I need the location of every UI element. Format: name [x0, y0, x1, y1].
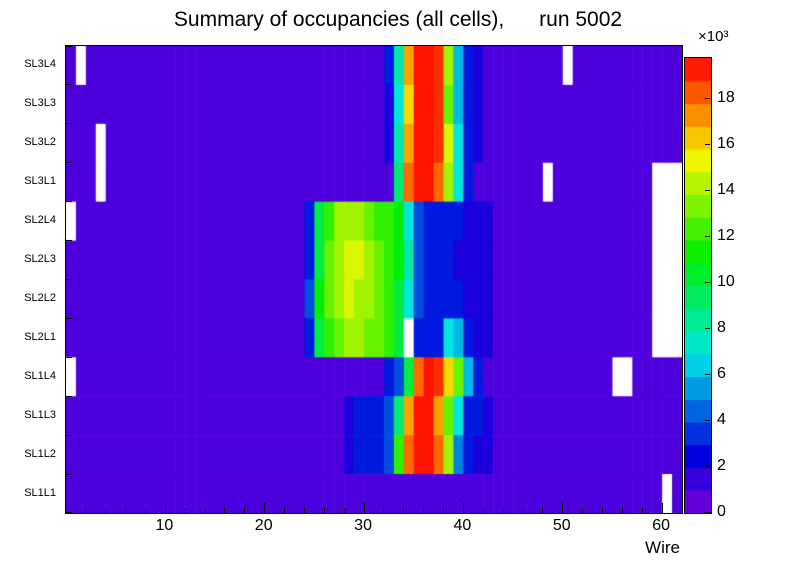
colorbar-tick-label: 10 — [717, 273, 735, 291]
colorbar-tick-label: 2 — [717, 457, 726, 475]
colorbar-tick — [705, 281, 710, 283]
x-major-tick — [562, 503, 564, 513]
x-minor-tick — [542, 508, 544, 513]
x-minor-tick — [284, 508, 286, 513]
x-axis-tick-label: 10 — [155, 517, 174, 534]
colorbar-tick — [705, 327, 710, 329]
y-axis-label: SL1L3 — [24, 408, 56, 421]
x-axis-tick-label: 60 — [652, 517, 671, 534]
y-axis-label: SL1L1 — [24, 486, 56, 499]
x-minor-tick — [423, 508, 425, 513]
x-minor-tick — [244, 508, 246, 513]
x-axis-tick-label: 30 — [354, 517, 372, 534]
y-axis-label: SL2L2 — [24, 291, 56, 304]
colorbar-tick — [705, 419, 710, 421]
y-tick — [66, 356, 72, 358]
x-major-tick — [264, 503, 266, 513]
x-major-tick — [164, 503, 166, 513]
colorbar-tick-label: 16 — [717, 135, 735, 153]
x-axis-tick-label: 40 — [453, 517, 472, 534]
y-axis-label: SL3L3 — [24, 97, 56, 110]
x-minor-tick — [125, 508, 127, 513]
x-minor-tick — [85, 508, 87, 513]
x-minor-tick — [343, 508, 345, 513]
y-tick — [66, 317, 72, 319]
y-tick — [66, 84, 72, 86]
y-tick — [66, 162, 72, 164]
x-major-tick — [462, 503, 464, 513]
chart-title: Summary of occupancies (all cells), run … — [173, 8, 623, 31]
x-minor-tick — [522, 508, 524, 513]
colorbar-tick — [705, 97, 710, 99]
x-minor-tick — [641, 508, 643, 513]
y-axis-label: SL2L1 — [24, 330, 56, 343]
x-minor-tick — [303, 508, 305, 513]
y-axis-labels: SL3L4 SL3L3 SL3L2 SL3L1 SL2L4 SL2L3 SL2L2 SL2L1… — [0, 45, 62, 512]
y-tick — [66, 201, 72, 203]
colorbar-tick-label: 8 — [717, 319, 726, 337]
colorbar-tick — [705, 511, 710, 513]
y-axis-label: SL1L2 — [24, 447, 56, 460]
x-minor-tick — [403, 508, 405, 513]
y-axis-label: SL2L4 — [24, 214, 56, 227]
colorbar-tick — [705, 189, 710, 191]
colorbar-tick-label: 14 — [717, 181, 735, 199]
y-tick — [66, 512, 72, 513]
x-minor-tick — [105, 508, 107, 513]
x-minor-tick — [621, 508, 623, 513]
colorbar-tick — [705, 465, 710, 467]
x-minor-tick — [144, 508, 146, 513]
x-minor-tick — [204, 508, 206, 513]
colorbar — [684, 57, 712, 514]
x-axis-tick-label: 20 — [254, 517, 273, 534]
x-minor-tick — [383, 508, 385, 513]
x-minor-tick — [602, 508, 604, 513]
x-minor-tick — [582, 508, 584, 513]
colorbar-tick — [705, 235, 710, 237]
y-axis-label: SL3L1 — [24, 175, 56, 188]
y-axis-label: SL3L4 — [24, 58, 56, 71]
x-minor-tick — [184, 508, 186, 513]
heatmap-canvas — [66, 46, 682, 513]
colorbar-canvas — [685, 58, 711, 513]
plot-frame — [65, 45, 683, 514]
x-minor-tick — [323, 508, 325, 513]
y-axis-label: SL3L2 — [24, 136, 56, 149]
y-tick — [66, 240, 72, 242]
x-minor-tick — [443, 508, 445, 513]
colorbar-unit-label: ×10³ — [698, 28, 729, 45]
x-minor-tick — [224, 508, 226, 513]
colorbar-tick-label: 6 — [717, 365, 726, 383]
y-tick — [66, 395, 72, 397]
y-axis-label: SL2L3 — [24, 253, 56, 266]
x-axis-tick-label: 50 — [552, 517, 571, 534]
y-tick — [66, 473, 72, 475]
x-minor-tick — [482, 508, 484, 513]
colorbar-tick-label: 4 — [717, 411, 726, 429]
y-tick — [66, 434, 72, 436]
y-tick — [66, 279, 72, 280]
y-axis-label: SL1L4 — [24, 369, 56, 382]
x-minor-tick — [502, 508, 504, 513]
y-tick — [66, 46, 72, 47]
x-axis-title: Wire — [645, 538, 680, 557]
colorbar-tick-label: 12 — [717, 227, 735, 245]
colorbar-tick-label: 18 — [717, 89, 735, 107]
y-tick — [66, 123, 72, 125]
colorbar-tick — [705, 143, 710, 145]
x-major-tick — [661, 503, 663, 513]
colorbar-tick-label: 0 — [717, 503, 726, 520]
x-major-tick — [363, 503, 365, 513]
colorbar-tick — [705, 373, 710, 375]
